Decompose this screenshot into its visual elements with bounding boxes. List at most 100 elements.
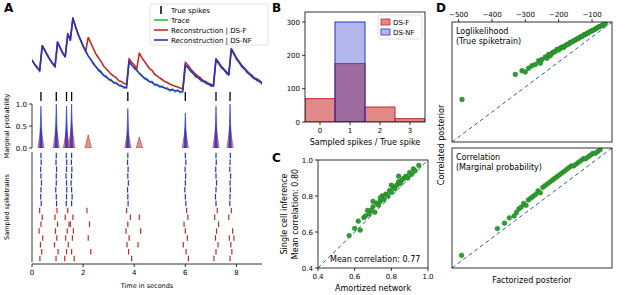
- scatter-point: [405, 176, 410, 181]
- scatter-plot: [452, 22, 612, 142]
- x-tick-label: 2: [81, 269, 85, 277]
- y-tick: [302, 122, 305, 123]
- trace-plot: [32, 18, 262, 101]
- sampled-spike: [125, 228, 126, 234]
- sampled-spike: [39, 256, 40, 262]
- legend-swatch: [154, 19, 168, 21]
- marginal-peak: [229, 104, 232, 148]
- sampled-spike: [216, 180, 217, 186]
- legend-box: [378, 15, 422, 39]
- legend-box: [150, 4, 268, 45]
- y-tick: [315, 160, 318, 161]
- legend-label: Trace: [170, 17, 190, 25]
- y-tick: [315, 196, 318, 197]
- sampled-spike: [137, 242, 138, 248]
- x-tick-label: 0.6: [349, 273, 361, 281]
- legend-label: DS-F: [393, 19, 409, 27]
- sampled-spike: [130, 215, 131, 221]
- x-tick: [354, 268, 355, 271]
- scatter-point: [603, 22, 608, 26]
- scatter-point: [598, 148, 603, 152]
- y-tick: [302, 22, 305, 23]
- sampled-spike: [214, 215, 215, 221]
- scatter-point: [396, 174, 401, 179]
- y-axis-label: Correlated posterior: [437, 104, 446, 185]
- x-axis-label: Sampled spikes / True spike: [310, 138, 421, 147]
- y-tick-label: 0.0: [16, 145, 27, 153]
- scatter-point: [459, 253, 464, 258]
- sampled-spike: [230, 187, 231, 193]
- sampled-spike: [72, 215, 73, 221]
- sampled-spike: [40, 173, 41, 179]
- sampled-spike: [57, 221, 58, 227]
- sampled-spike: [67, 228, 68, 234]
- sampled-spike: [55, 160, 56, 166]
- sampled-spike: [65, 173, 66, 179]
- sampled-spike: [129, 235, 130, 241]
- sampled-spike: [229, 180, 230, 186]
- sampled-spike: [40, 242, 41, 248]
- sampled-spike: [41, 249, 42, 255]
- sampled-spike: [90, 249, 91, 255]
- sampled-spike: [56, 208, 57, 214]
- sampled-spike: [66, 201, 67, 207]
- x-axis-label: Amortized network: [335, 284, 411, 293]
- marginal-peak: [127, 108, 130, 148]
- legend-swatch: [381, 19, 390, 25]
- sampled-spike: [56, 153, 57, 159]
- sampled-spike: [232, 228, 233, 234]
- sampled-spike: [218, 221, 219, 227]
- bar: [365, 107, 395, 122]
- x-tick-label: 6: [183, 269, 188, 277]
- sampled-spike: [217, 208, 218, 214]
- identity-line: [318, 160, 428, 268]
- y-tick: [29, 126, 32, 127]
- y-tick-label: 1.0: [302, 157, 313, 165]
- scatter-point: [523, 70, 528, 75]
- sampled-spike: [71, 249, 72, 255]
- sampled-spike: [185, 160, 186, 166]
- sampled-spike: [66, 249, 67, 255]
- sampled-spike: [185, 180, 186, 186]
- sampled-spike: [66, 194, 67, 200]
- sampled-spike: [231, 208, 232, 214]
- frame: [452, 148, 612, 268]
- scatter-point: [538, 190, 543, 195]
- x-tick-label: −200: [549, 11, 568, 19]
- sampled-spike: [40, 166, 41, 172]
- scatter-point: [371, 199, 376, 204]
- series-line: [32, 18, 262, 92]
- marginal-peak: [215, 106, 218, 148]
- sampled-spike: [56, 194, 57, 200]
- sampled-spike: [127, 160, 128, 166]
- annotation: Correlation: [456, 153, 500, 162]
- sampled-spike: [73, 228, 74, 234]
- sampled-spike: [72, 235, 73, 241]
- x-tick: [320, 122, 321, 125]
- marginal-peak: [55, 104, 58, 148]
- sampled-spike: [72, 194, 73, 200]
- scatter-point: [524, 203, 529, 208]
- sampled-spike: [88, 235, 89, 241]
- x-tick-label: 0: [318, 127, 322, 135]
- sampled-spike: [54, 215, 55, 221]
- raster-plot: [39, 153, 234, 262]
- x-axis: [32, 264, 262, 265]
- sampled-spike: [230, 173, 231, 179]
- x-tick-label: 0.8: [386, 273, 397, 281]
- frame: [305, 12, 425, 122]
- sampled-spike: [127, 194, 128, 200]
- marginal-peak: [70, 104, 73, 148]
- x-axis-label: Factorized posterior: [492, 276, 572, 285]
- sampled-spike: [67, 208, 68, 214]
- y-tick-label: 0.6: [302, 229, 314, 237]
- y-axis-label: Single cell inference: [280, 173, 289, 254]
- sampled-spike: [185, 228, 186, 234]
- bar: [305, 99, 335, 122]
- scatter-point: [495, 226, 500, 231]
- true-spike: [66, 92, 67, 101]
- scatter-point: [507, 215, 512, 220]
- sampled-spike: [216, 160, 217, 166]
- legend-swatch: [154, 39, 168, 41]
- x-tick-label: −100: [582, 11, 601, 19]
